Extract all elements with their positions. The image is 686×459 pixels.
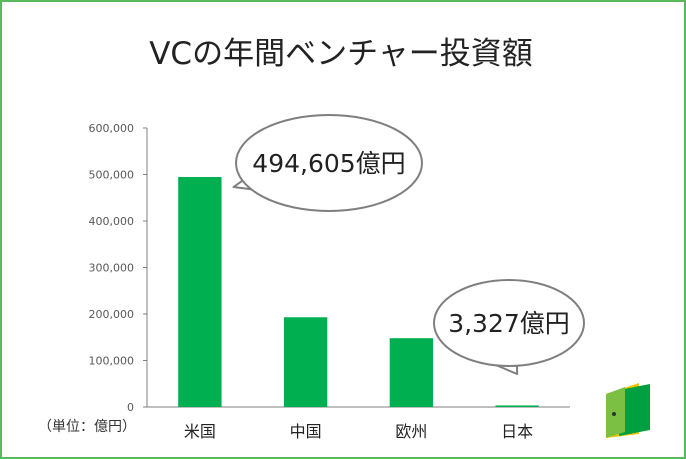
y-tick-label: 200,000 [89, 308, 135, 321]
y-tick-label: 300,000 [89, 262, 135, 275]
bar-1 [178, 177, 222, 407]
callout-bubble [433, 279, 585, 367]
bar-3 [389, 338, 434, 407]
y-tick-label: 0 [127, 401, 134, 414]
x-axis-labels: 米国 中国 欧州 日本 [184, 422, 533, 441]
bar-2 [283, 317, 328, 407]
callouts: 494,605億円 3,327億円 [232, 114, 585, 375]
y-tick-label: 600,000 [89, 122, 135, 135]
y-tick-label: 500,000 [89, 169, 135, 182]
x-category-label: 米国 [184, 422, 216, 441]
y-tick-label: 400,000 [89, 215, 135, 228]
bar-4 [495, 405, 539, 407]
callout-text: 494,605億円 [252, 149, 405, 178]
callout-1: 494,605億円 [232, 114, 423, 212]
callout-bubble [235, 114, 423, 212]
x-category-label: 日本 [501, 422, 533, 441]
chart-title: VCの年間ベンチャー投資額 [149, 36, 533, 72]
callout-text: 3,327億円 [448, 309, 570, 338]
y-tick-label: 100,000 [89, 355, 135, 368]
door-icon [606, 383, 650, 438]
x-category-label: 欧州 [395, 422, 427, 441]
x-category-label: 中国 [290, 422, 322, 441]
y-axis-ticks: 0 100,000 200,000 300,000 400,000 500,000 600,… [89, 122, 147, 414]
callout-2: 3,327億円 [433, 279, 585, 375]
bars [178, 177, 539, 407]
unit-label: （単位：億円） [38, 419, 136, 435]
